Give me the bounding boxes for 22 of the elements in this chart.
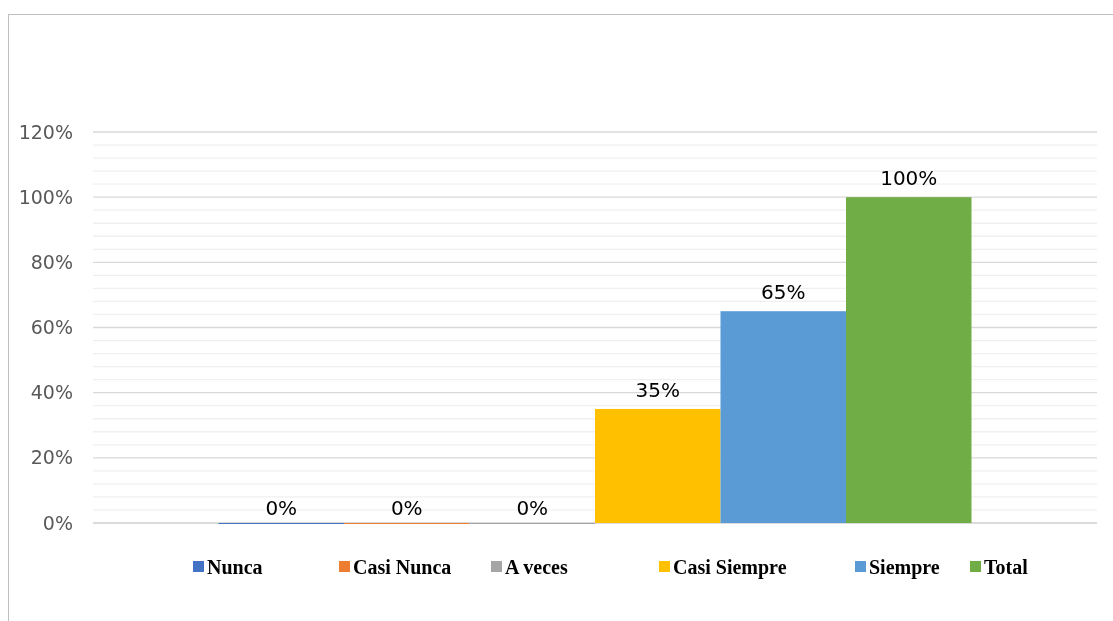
legend-label: Casi Nunca (353, 556, 452, 578)
y-tick-label: 40% (30, 381, 73, 404)
data-label: 65% (761, 280, 806, 305)
data-label: 0% (516, 496, 549, 520)
data-label: 0% (390, 496, 423, 520)
y-tick-label: 120% (18, 120, 73, 143)
y-tick-label: 0% (42, 511, 73, 534)
data-label: 35% (635, 377, 680, 402)
bar (720, 311, 846, 523)
legend-label: Casi Siempre (673, 556, 787, 579)
bar (595, 408, 721, 523)
y-tick-label: 80% (30, 250, 73, 273)
legend-label: Nunca (207, 556, 263, 578)
legend-label: A veces (505, 556, 568, 578)
data-label: 100% (880, 166, 938, 191)
legend-label: Total (984, 556, 1029, 578)
y-tick-label: 20% (30, 446, 73, 469)
bar (846, 197, 972, 523)
y-tick-label: 60% (30, 316, 73, 339)
data-label: 0% (265, 496, 298, 520)
y-tick-label: 100% (18, 185, 73, 208)
legend-label: Siempre (869, 556, 940, 579)
